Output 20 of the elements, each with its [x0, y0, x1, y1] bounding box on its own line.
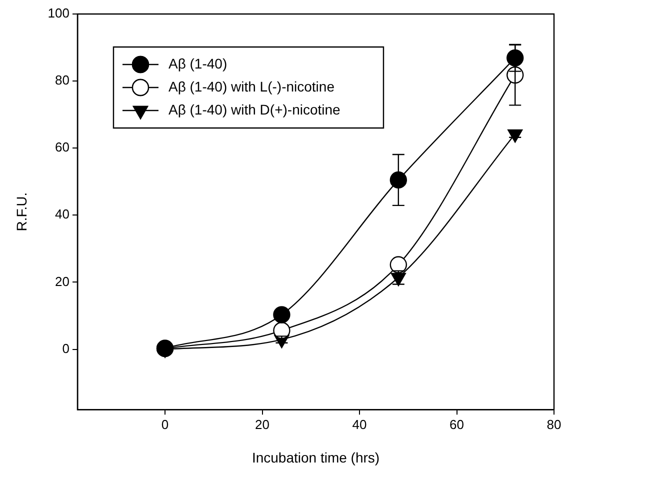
x-tick-label: 80 [546, 416, 562, 432]
x-axis-title: Incubation time (hrs) [252, 449, 380, 466]
y-tick-label: 0 [62, 340, 70, 356]
point [390, 256, 408, 274]
legend-label: Aβ (1-40) with L(-)-nicotine [168, 78, 335, 94]
legend-label: Aβ (1-40) with D(+)-nicotine [168, 101, 341, 118]
y-tick-label: 80 [55, 72, 70, 88]
y-tick-label: 20 [55, 274, 70, 289]
point [273, 306, 290, 324]
x-tick-label: 20 [255, 416, 270, 432]
y-axis-title: R.F.U. [13, 192, 30, 232]
point [390, 171, 408, 189]
x-tick-label: 40 [352, 416, 367, 432]
x-tick-label: 60 [450, 416, 464, 432]
y-tick-label: 60 [55, 140, 70, 155]
legend-label: Aβ (1-40) [168, 55, 228, 72]
point [506, 49, 524, 67]
y-tick-label: 100 [48, 6, 70, 21]
x-tick-label: 0 [161, 416, 169, 432]
y-tick-label: 40 [55, 206, 70, 222]
